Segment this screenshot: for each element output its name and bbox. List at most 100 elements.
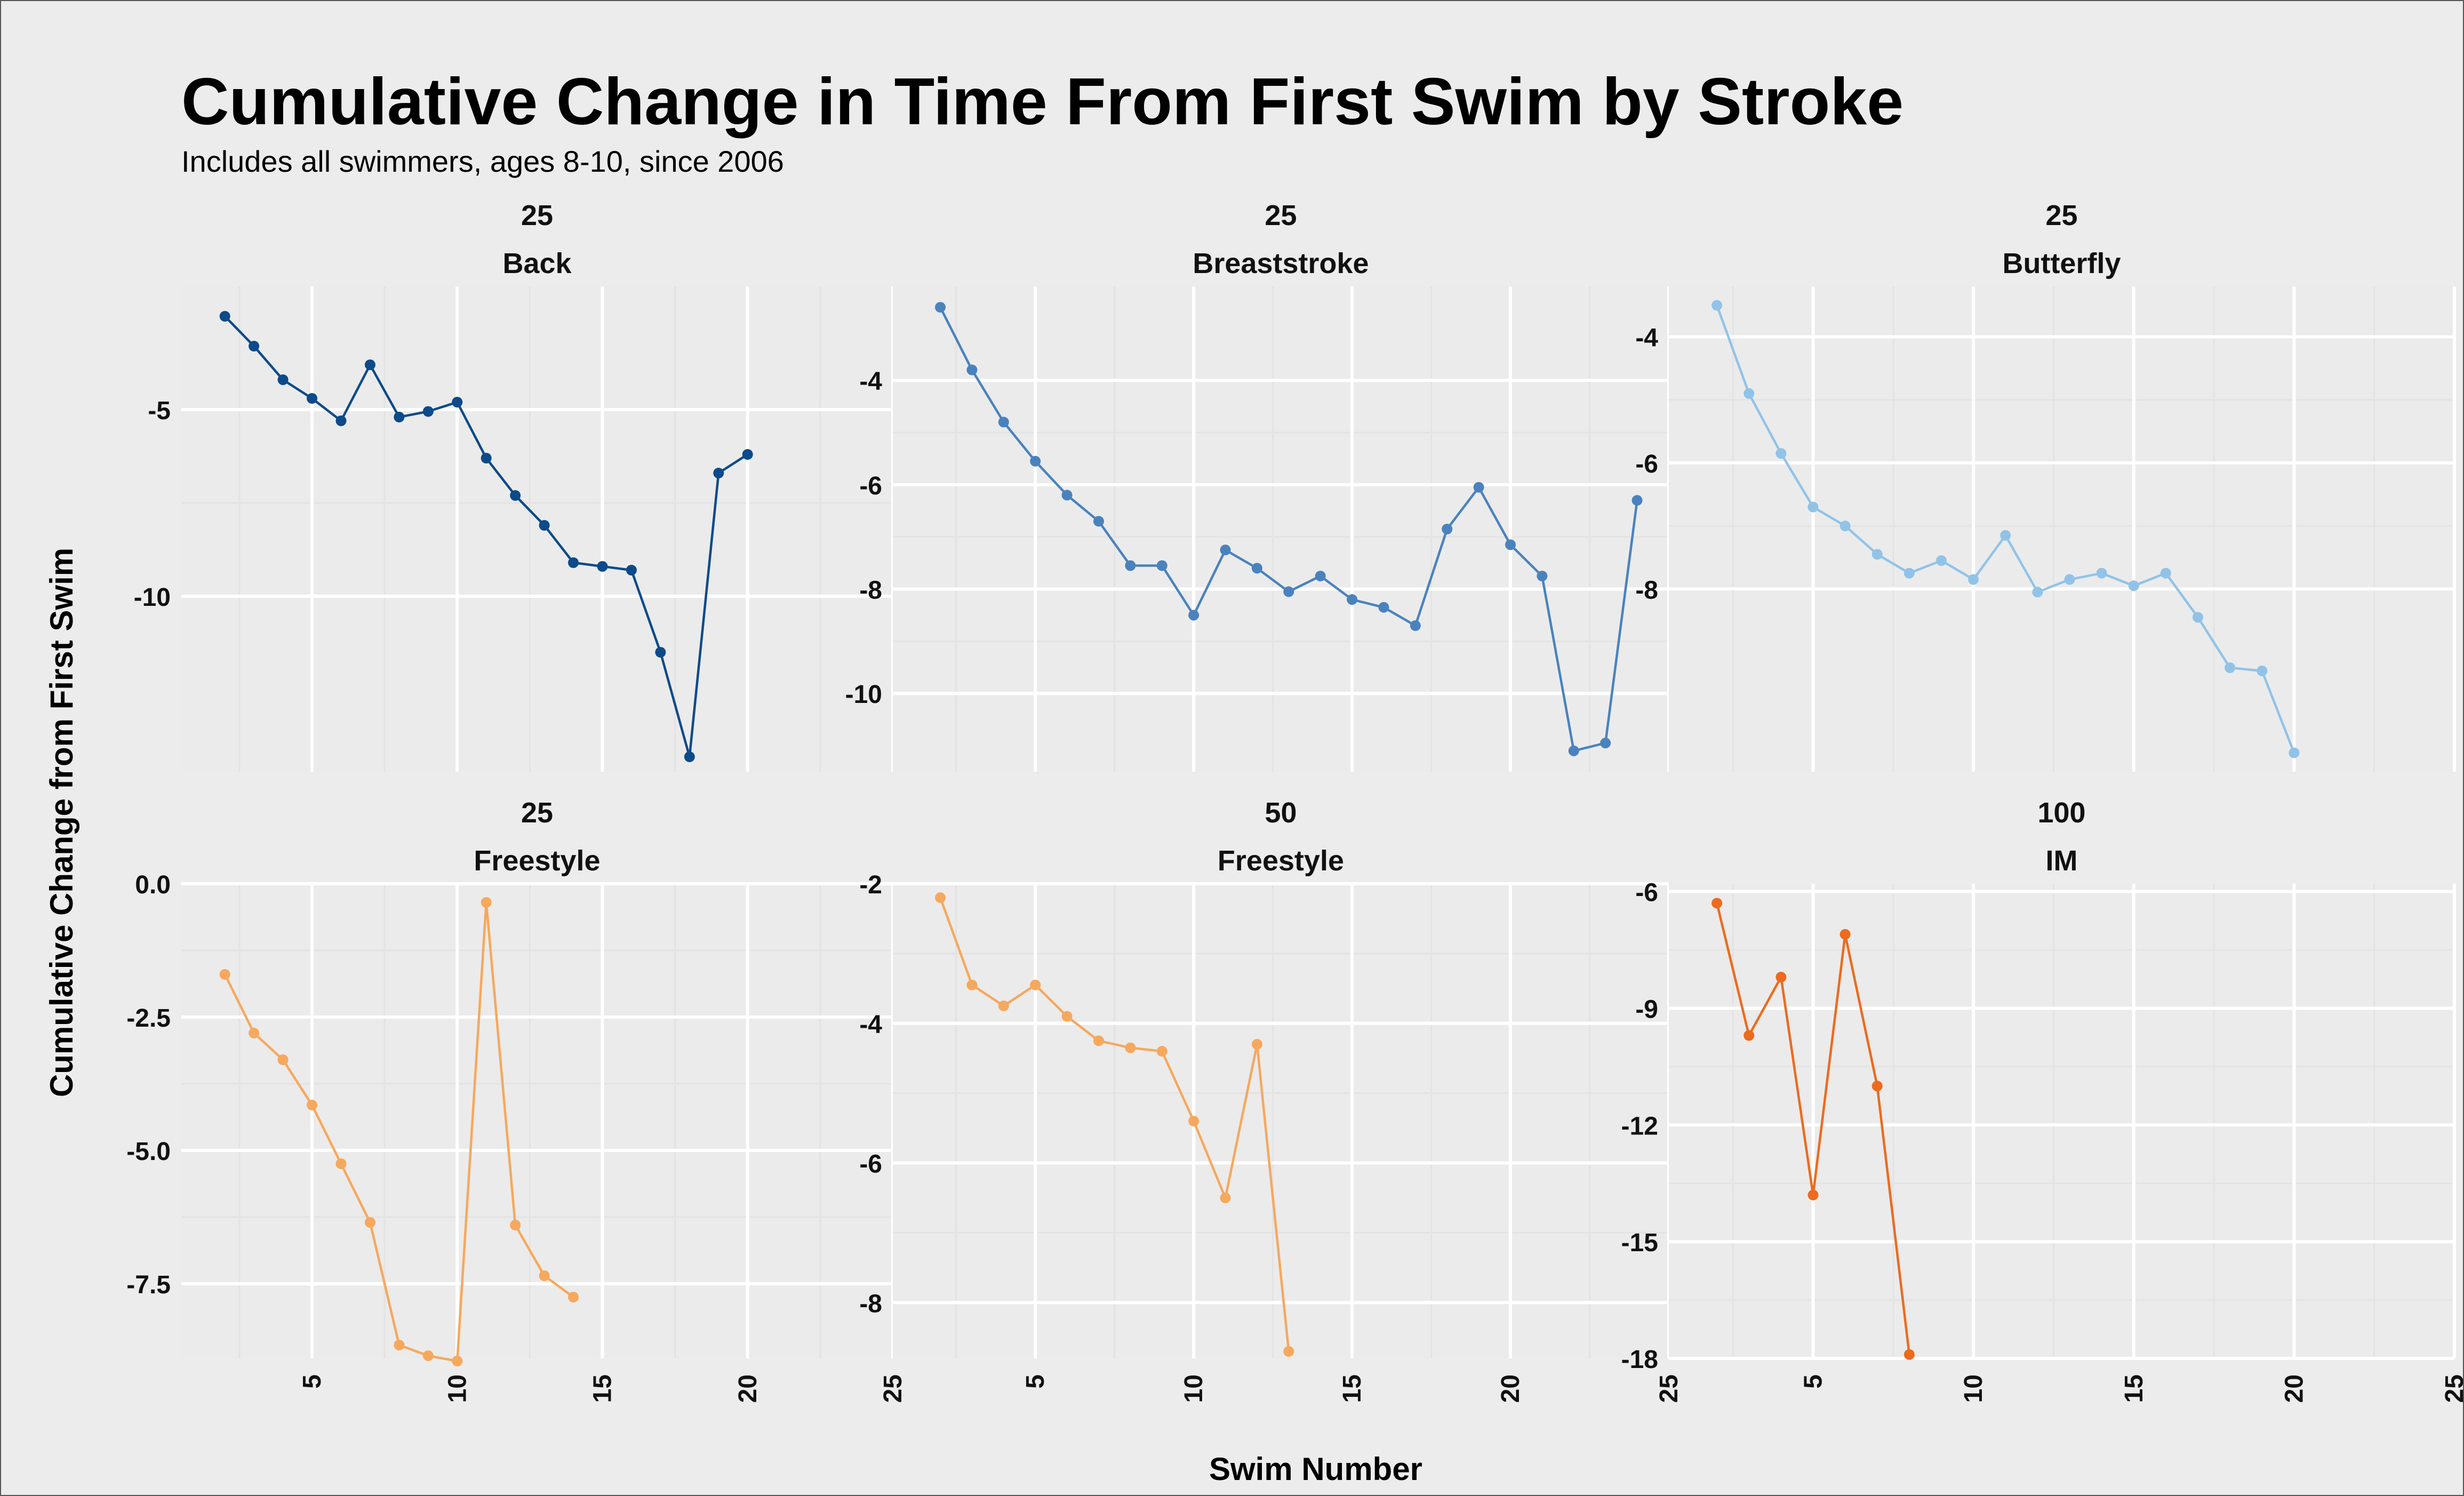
data-point xyxy=(1442,524,1453,534)
data-point xyxy=(1251,1039,1262,1050)
data-point xyxy=(1220,1192,1231,1203)
panel-stroke-label: Freestyle xyxy=(474,845,600,877)
data-point xyxy=(2257,665,2268,676)
data-point xyxy=(364,359,375,370)
data-point xyxy=(1093,1035,1105,1046)
y-tick-label: -10 xyxy=(845,681,882,709)
data-point xyxy=(2225,662,2236,673)
data-point xyxy=(1711,300,1723,311)
data-point xyxy=(597,561,608,572)
x-tick-label: 5 xyxy=(1021,1374,1050,1389)
y-tick-label: -4 xyxy=(859,367,882,396)
data-point xyxy=(364,1217,375,1228)
data-point xyxy=(1871,1081,1883,1092)
y-tick-label: -10 xyxy=(134,583,171,612)
panel-stroke-label: Freestyle xyxy=(1218,845,1344,877)
data-point xyxy=(2096,567,2107,579)
data-point xyxy=(539,1270,550,1281)
data-point xyxy=(1743,1030,1755,1041)
panel-distance-label: 100 xyxy=(2037,797,2085,829)
data-point xyxy=(1775,972,1787,983)
data-point xyxy=(626,565,637,575)
data-point xyxy=(422,1350,434,1361)
data-point xyxy=(1283,1346,1294,1357)
data-point xyxy=(335,415,347,426)
data-point xyxy=(481,453,492,463)
data-point xyxy=(1093,516,1105,527)
x-tick-label: 5 xyxy=(298,1374,326,1389)
panel-1: 25 Breaststroke -4 -6 -8 -10 xyxy=(845,199,1670,772)
data-point xyxy=(1473,482,1484,493)
data-point xyxy=(1220,545,1231,556)
data-point xyxy=(1251,563,1262,574)
y-tick-label: -9 xyxy=(1635,995,1658,1023)
data-point xyxy=(1807,501,1819,513)
data-point xyxy=(966,364,978,375)
y-tick-label: -2.5 xyxy=(126,1004,171,1033)
data-point xyxy=(2000,530,2011,541)
y-tick-label: -12 xyxy=(1621,1112,1658,1140)
data-point xyxy=(510,490,521,501)
panel-background xyxy=(893,884,1669,1358)
x-tick-label: 20 xyxy=(2280,1374,2308,1403)
data-point xyxy=(1188,1116,1199,1126)
x-tick-label: 10 xyxy=(1180,1374,1208,1403)
data-point xyxy=(2289,747,2300,758)
data-point xyxy=(1125,1042,1136,1053)
data-point xyxy=(1807,1189,1819,1201)
data-point xyxy=(1871,549,1883,560)
data-point xyxy=(935,302,946,313)
panel-distance-label: 25 xyxy=(521,797,553,829)
panel-distance-label: 25 xyxy=(521,199,553,231)
data-point xyxy=(1315,571,1326,582)
panel-2: 25 Butterfly -4 -6 -8 xyxy=(1635,199,2456,772)
data-point xyxy=(655,647,666,658)
x-axis-title: Swim Number xyxy=(1209,1451,1422,1487)
data-point xyxy=(1743,388,1755,399)
data-point xyxy=(1631,495,1643,506)
panel-background xyxy=(181,286,893,772)
y-tick-label: -4 xyxy=(859,1011,882,1039)
data-point xyxy=(277,1054,289,1065)
data-point xyxy=(2160,567,2171,579)
data-point xyxy=(277,374,289,385)
chart-subtitle: Includes all swimmers, ages 8-10, since … xyxy=(181,145,784,178)
data-point xyxy=(1903,567,1915,579)
data-point xyxy=(2064,574,2075,585)
data-point xyxy=(539,520,550,531)
panel-distance-label: 25 xyxy=(1265,199,1297,231)
data-point xyxy=(394,1340,405,1350)
data-point xyxy=(219,969,230,980)
panel-stroke-label: IM xyxy=(2046,845,2078,877)
y-tick-label: -18 xyxy=(1621,1346,1658,1374)
data-point xyxy=(2193,612,2204,623)
data-point xyxy=(1378,602,1389,613)
panel-stroke-label: Back xyxy=(502,247,572,279)
data-point xyxy=(249,1028,260,1038)
x-tick-label: 20 xyxy=(734,1374,762,1403)
y-tick-label: -8 xyxy=(859,577,882,605)
data-point xyxy=(2128,580,2139,591)
y-tick-label: -5.0 xyxy=(126,1138,171,1166)
data-point xyxy=(1410,620,1421,631)
data-point xyxy=(568,1292,579,1302)
data-point xyxy=(1568,745,1579,756)
data-point xyxy=(1030,979,1041,990)
y-tick-label: 0.0 xyxy=(135,871,171,899)
data-point xyxy=(1839,929,1851,940)
x-tick-label: 5 xyxy=(1799,1374,1828,1389)
x-tick-label: 20 xyxy=(1497,1374,1525,1403)
data-point xyxy=(1711,898,1723,909)
data-point xyxy=(510,1220,521,1230)
data-point xyxy=(1903,1349,1915,1360)
data-point xyxy=(452,1356,463,1366)
y-tick-label: -8 xyxy=(859,1290,882,1318)
x-tick-label: 25 xyxy=(2441,1374,2463,1403)
x-tick-label: 10 xyxy=(443,1374,471,1403)
data-point xyxy=(1283,586,1294,597)
data-point xyxy=(1156,1046,1167,1057)
y-tick-label: -7.5 xyxy=(126,1271,171,1299)
data-point xyxy=(1156,560,1167,571)
data-point xyxy=(219,311,230,322)
data-point xyxy=(1188,610,1199,621)
